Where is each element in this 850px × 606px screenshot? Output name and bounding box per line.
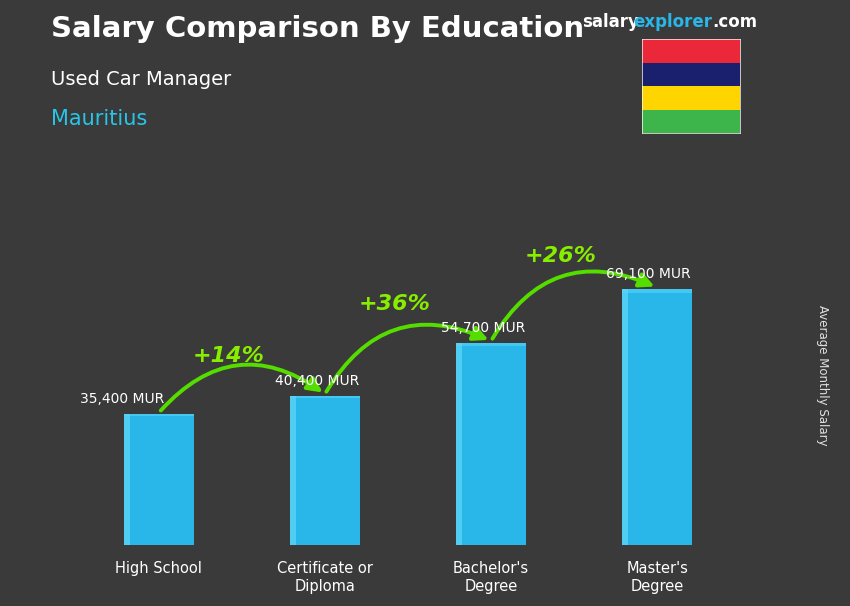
Bar (124, 414, 194, 545)
Text: +14%: +14% (193, 347, 264, 367)
Text: Used Car Manager: Used Car Manager (51, 70, 231, 88)
Text: Average Monthly Salary: Average Monthly Salary (816, 305, 829, 446)
Bar (622, 289, 692, 545)
Bar (642, 39, 740, 63)
Bar (622, 289, 692, 293)
Text: Mauritius: Mauritius (51, 109, 147, 129)
Text: Salary Comparison By Education: Salary Comparison By Education (51, 15, 584, 43)
Text: +36%: +36% (359, 294, 431, 314)
Text: explorer: explorer (633, 13, 712, 32)
Bar (290, 396, 360, 398)
Bar (456, 342, 526, 345)
Text: salary: salary (582, 13, 639, 32)
Bar (456, 342, 526, 545)
Bar (622, 289, 628, 545)
Bar (290, 396, 360, 545)
Bar (124, 414, 194, 416)
Bar (642, 110, 740, 133)
Text: 40,400 MUR: 40,400 MUR (275, 374, 359, 388)
Bar (124, 414, 130, 545)
Bar (642, 63, 740, 87)
Text: 54,700 MUR: 54,700 MUR (440, 321, 524, 335)
Bar (456, 342, 462, 545)
Bar (642, 87, 740, 110)
Text: +26%: +26% (524, 246, 597, 266)
Text: .com: .com (712, 13, 757, 32)
Text: 35,400 MUR: 35,400 MUR (80, 392, 165, 406)
Bar (290, 396, 296, 545)
Text: 69,100 MUR: 69,100 MUR (606, 267, 691, 281)
